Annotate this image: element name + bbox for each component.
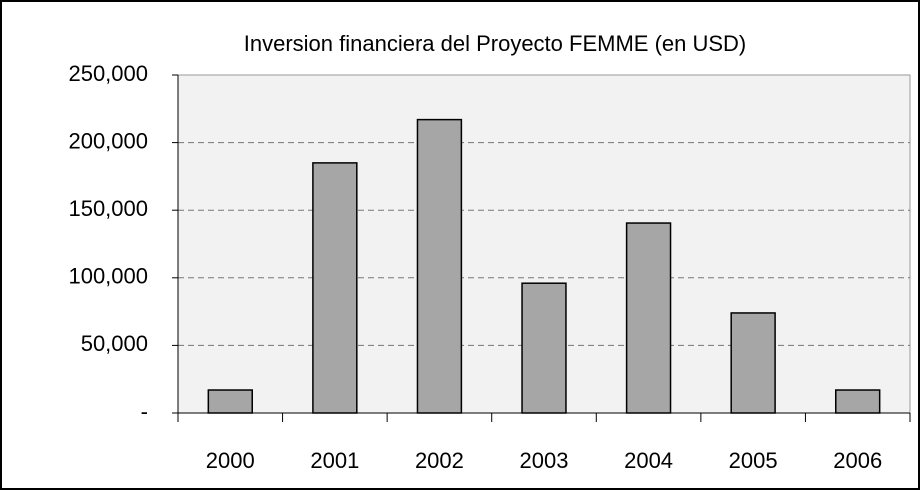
bar — [416, 118, 463, 414]
y-tick-label: 100,000 — [68, 264, 148, 289]
bar — [625, 222, 672, 414]
y-tick-label: 50,000 — [81, 331, 148, 356]
y-tick-label: 250,000 — [68, 61, 148, 86]
bar — [730, 312, 776, 414]
x-tick-label: 2001 — [310, 448, 359, 473]
x-tick-label: 2004 — [624, 448, 673, 473]
bar — [207, 389, 253, 414]
y-tick-label: 150,000 — [68, 196, 148, 221]
chart-title: Inversion financiera del Proyecto FEMME … — [244, 31, 747, 56]
bar — [312, 162, 358, 414]
y-tick-label: - — [141, 399, 148, 424]
x-tick-label: 2006 — [833, 448, 882, 473]
bar — [835, 389, 881, 414]
x-tick-label: 2002 — [415, 448, 464, 473]
x-tick-label: 2003 — [520, 448, 569, 473]
bar — [521, 282, 567, 414]
x-tick-label: 2005 — [729, 448, 778, 473]
y-tick-label: 200,000 — [68, 128, 148, 153]
x-tick-label: 2000 — [206, 448, 255, 473]
